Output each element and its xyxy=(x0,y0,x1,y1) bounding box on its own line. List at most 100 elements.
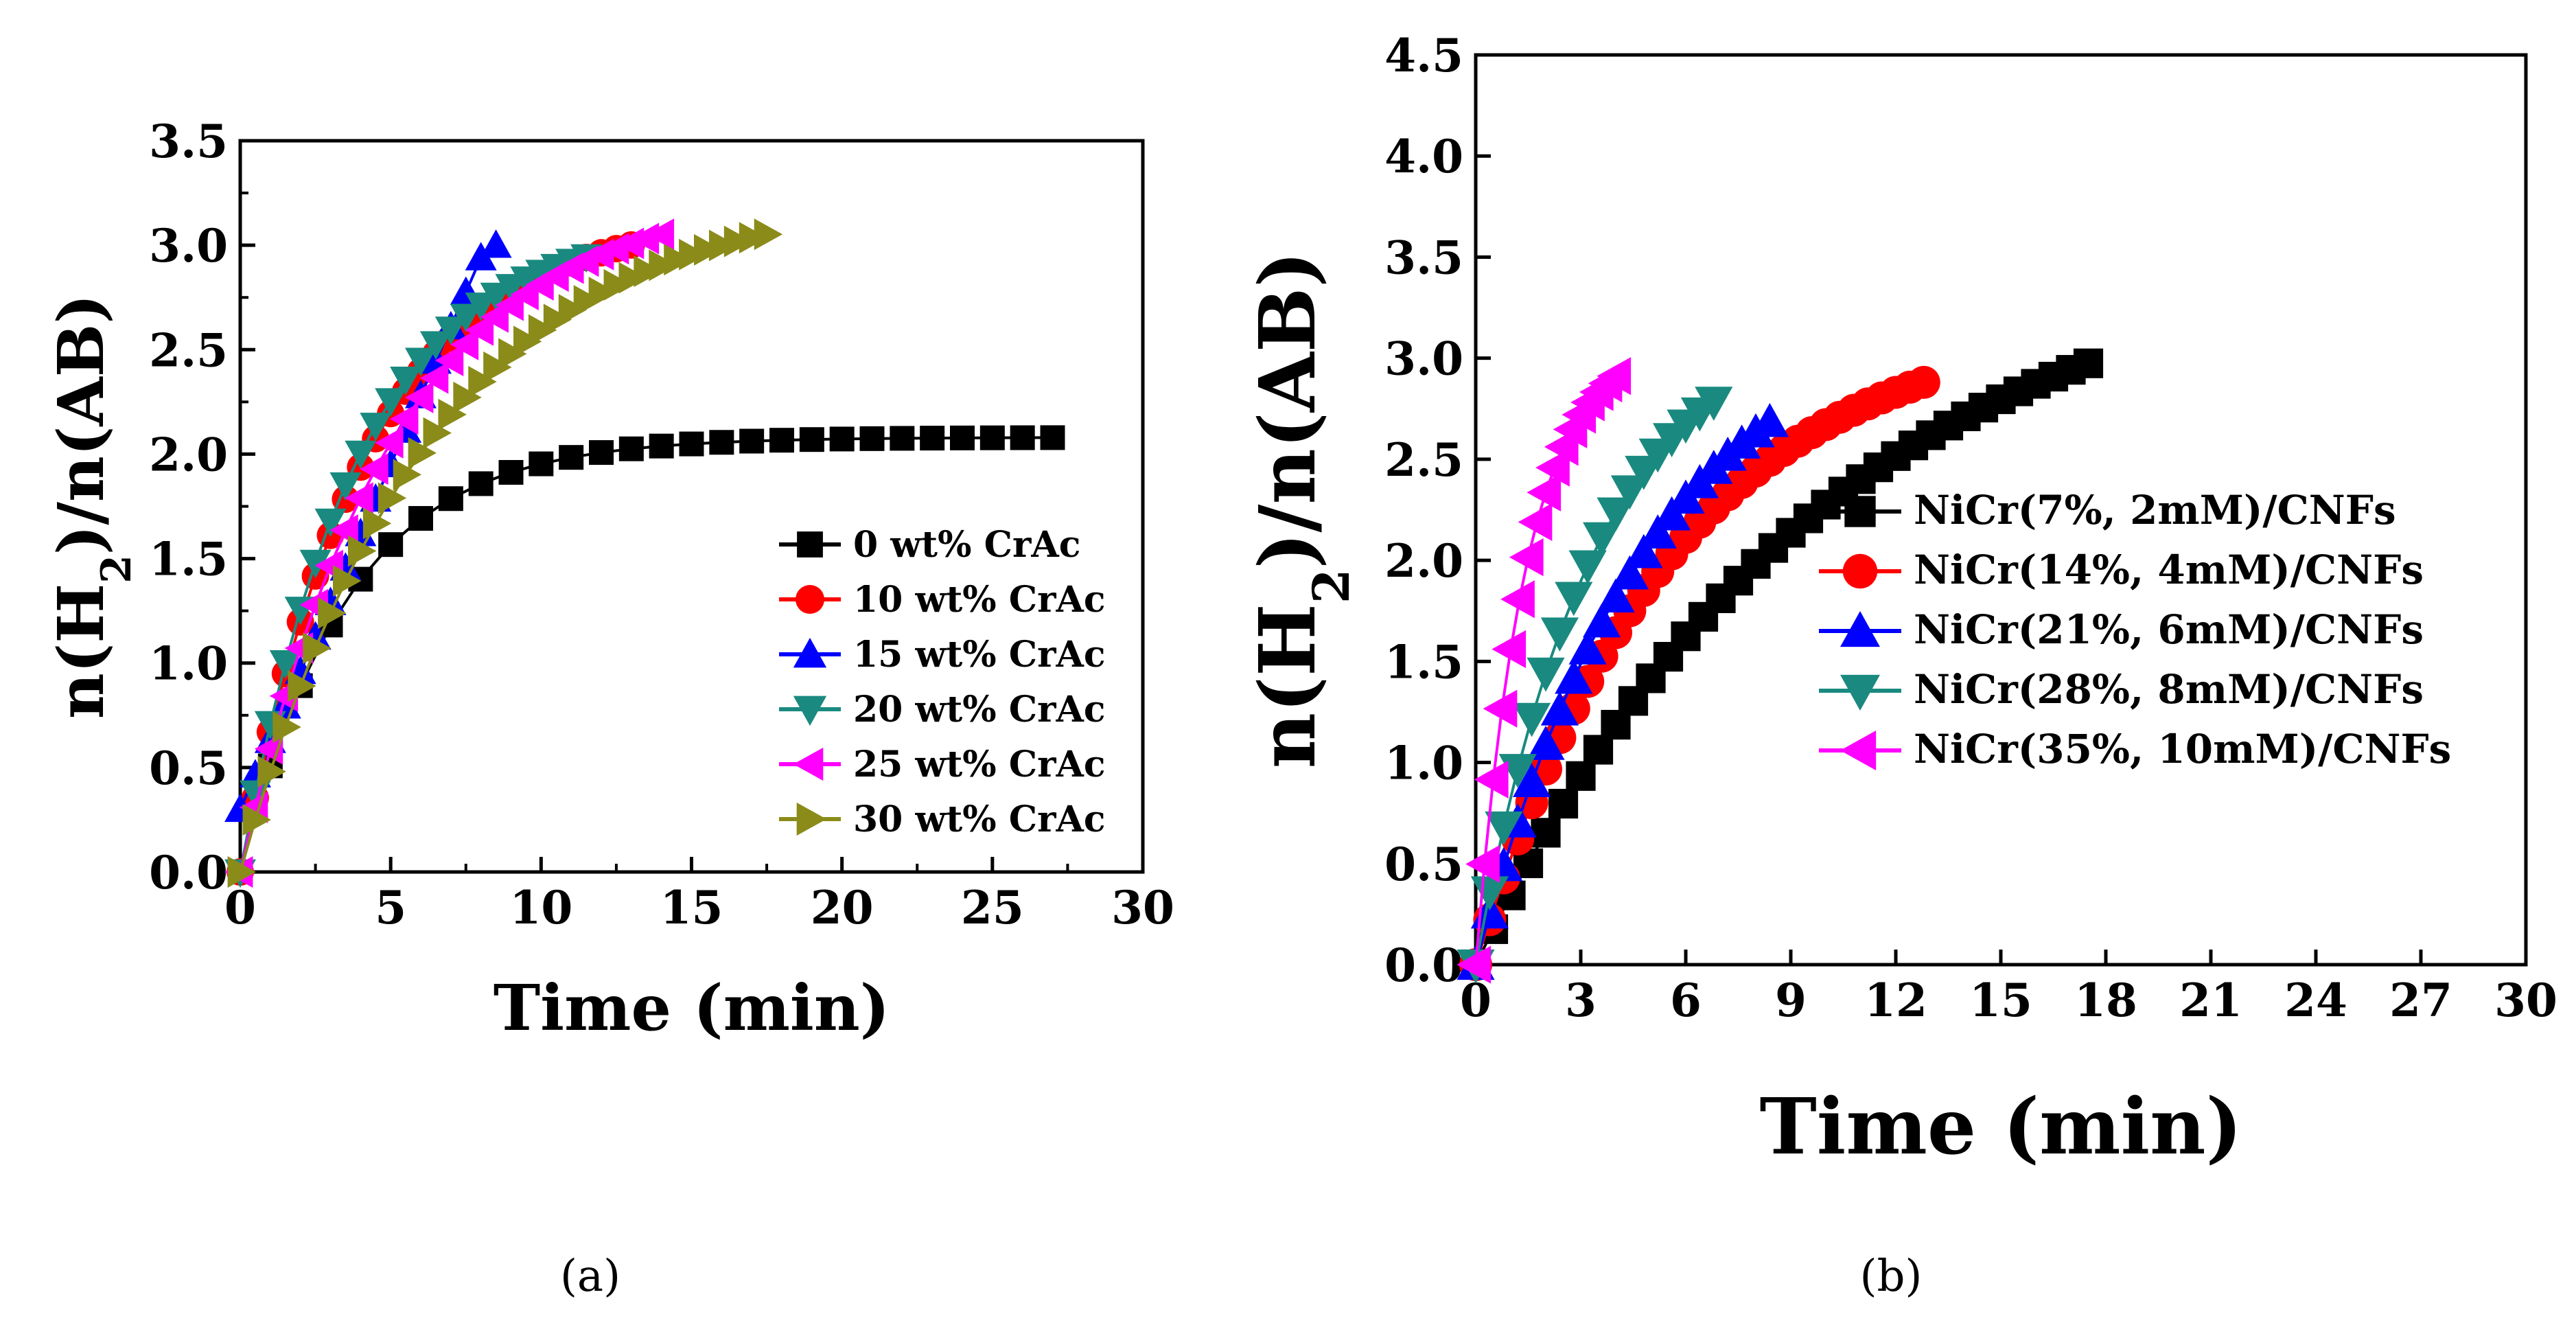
legend-label: 10 wt% CrAc xyxy=(853,579,1106,621)
data-point xyxy=(333,564,362,597)
legend-marker xyxy=(793,696,827,726)
data-point xyxy=(1566,761,1596,791)
data-point xyxy=(227,856,256,888)
data-point xyxy=(419,331,452,360)
y-tick-label: 4.5 xyxy=(1384,29,1463,82)
data-point xyxy=(408,437,437,469)
data-point xyxy=(708,229,738,262)
data-point xyxy=(649,249,677,282)
legend-label: NiCr(35%, 10mM)/CNFs xyxy=(1914,726,2451,772)
data-point xyxy=(1485,811,1523,846)
legend-label: 25 wt% CrAc xyxy=(853,744,1106,785)
y-tick-label: 2.0 xyxy=(1384,534,1463,588)
data-point xyxy=(829,426,855,452)
data-point xyxy=(468,366,497,398)
data-point xyxy=(649,433,674,459)
legend-marker xyxy=(793,637,827,668)
data-point xyxy=(664,244,693,276)
x-tick-label: 30 xyxy=(1111,881,1174,934)
data-point xyxy=(1474,760,1509,799)
data-point xyxy=(1695,387,1733,421)
legend: 0 wt% CrAc 10 wt% CrAc 15 wt% CrAc 20 wt% C… xyxy=(779,524,1106,840)
data-point xyxy=(1583,522,1621,557)
x-tick-label: 15 xyxy=(660,881,723,934)
data-point xyxy=(739,222,768,254)
x-axis-title: Time (min) xyxy=(1759,1082,2242,1172)
data-point xyxy=(405,381,434,413)
data-point xyxy=(393,459,422,491)
legend-label: 15 wt% CrAc xyxy=(853,634,1106,676)
data-point xyxy=(589,440,614,466)
series-1 xyxy=(1461,348,2104,980)
y-tick-label: 1.0 xyxy=(149,637,228,691)
data-point xyxy=(1540,691,1579,726)
data-point xyxy=(618,436,644,461)
data-point xyxy=(588,277,617,309)
data-point xyxy=(1638,514,1677,549)
data-point xyxy=(405,347,437,376)
data-point xyxy=(465,292,497,321)
data-point xyxy=(1535,448,1570,487)
data-point xyxy=(390,403,419,435)
data-point xyxy=(1513,763,1551,797)
data-point xyxy=(408,506,433,531)
data-point xyxy=(1527,473,1562,512)
data-point xyxy=(299,549,332,579)
data-point xyxy=(1583,735,1614,765)
y-axis-title: n(H2)/n(AB) xyxy=(1243,251,1361,769)
data-point xyxy=(347,535,377,567)
data-point xyxy=(1465,845,1500,884)
data-point xyxy=(498,460,524,485)
y-tick-label: 3.5 xyxy=(149,115,228,168)
data-point xyxy=(434,317,467,345)
data-point xyxy=(272,711,301,743)
y-tick-label: 3.0 xyxy=(1384,332,1463,386)
data-point xyxy=(1509,538,1544,577)
data-point xyxy=(1555,659,1593,694)
data-point xyxy=(498,338,527,370)
data-point xyxy=(679,431,704,457)
data-point xyxy=(345,482,373,514)
x-tick-label: 20 xyxy=(811,881,874,934)
x-tick-label: 10 xyxy=(509,881,572,934)
legend-label: 0 wt% CrAc xyxy=(853,524,1080,566)
data-point xyxy=(375,388,407,417)
x-tick-label: 9 xyxy=(1775,974,1807,1027)
data-point xyxy=(480,229,512,258)
data-point xyxy=(559,445,584,470)
legend-marker xyxy=(1844,496,1876,527)
data-point xyxy=(1625,533,1663,568)
data-point xyxy=(419,362,449,394)
data-point xyxy=(1527,726,1565,760)
data-point xyxy=(679,238,708,271)
data-point xyxy=(645,218,675,251)
data-point xyxy=(1610,555,1649,590)
data-point xyxy=(329,472,362,501)
legend-marker xyxy=(796,802,827,836)
data-point xyxy=(360,413,392,441)
data-point xyxy=(1527,657,1565,692)
data-point xyxy=(543,303,572,336)
data-point xyxy=(1531,818,1561,848)
data-point xyxy=(529,451,554,476)
data-point xyxy=(799,427,824,452)
x-tick-label: 5 xyxy=(375,881,406,934)
data-point xyxy=(438,398,467,430)
data-point xyxy=(1583,603,1621,638)
data-point xyxy=(434,344,464,376)
legend-marker xyxy=(1842,553,1878,589)
data-point xyxy=(1597,497,1635,532)
data-point xyxy=(480,282,512,312)
data-point xyxy=(630,222,660,255)
legend-label: NiCr(21%, 6mM)/CNFs xyxy=(1914,606,2424,653)
data-point xyxy=(288,670,316,702)
data-point xyxy=(1457,945,1492,984)
data-point xyxy=(920,426,945,451)
data-point xyxy=(1568,630,1607,665)
y-tick-label: 0.5 xyxy=(149,742,228,795)
data-point xyxy=(634,255,662,288)
data-point xyxy=(1492,630,1527,669)
data-point xyxy=(269,650,301,679)
data-point xyxy=(1597,357,1632,395)
y-tick-label: 3.0 xyxy=(149,219,228,273)
